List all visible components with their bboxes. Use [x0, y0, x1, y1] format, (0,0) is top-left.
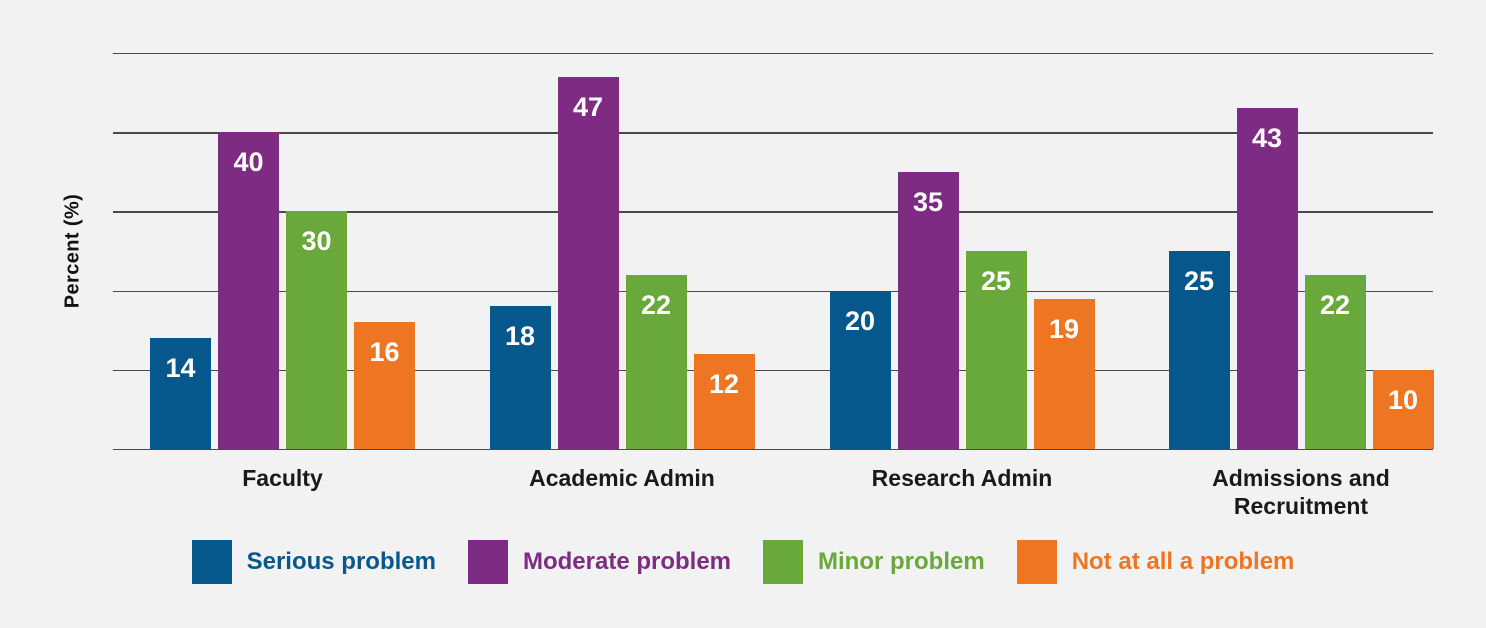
bar-minor-problem-admissions-and-recruitment: 22 [1304, 274, 1366, 449]
bar-group-faculty: 14 40 30 16 [150, 132, 415, 449]
legend-swatch-minor-problem [763, 540, 804, 584]
x-axis-category-label-academic-admin: Academic Admin [529, 465, 715, 491]
legend-label-not-at-all-a-problem: Not at all a problem [1071, 548, 1295, 575]
bar-value-label-minor-problem-faculty: 30 [301, 226, 332, 257]
bar-value-label-minor-problem-academic-admin: 22 [640, 289, 672, 320]
gridline-20 [113, 290, 1433, 292]
bar-moderate-problem-research-admin: 35 [897, 171, 959, 449]
bar-group-admissions-and-recruitment: 25 43 22 10 [1168, 108, 1434, 449]
plot-area: 14 40 30 16 Faculty 18 47 22 12 Academic Admin 20 3… [113, 53, 1434, 519]
bar-not-at-all-a-problem-research-admin: 19 [1033, 298, 1095, 449]
bar-value-label-moderate-problem-academic-admin: 47 [572, 91, 604, 122]
bar-value-label-serious-problem-research-admin: 20 [844, 305, 876, 336]
y-axis-label: Percent (%) [61, 193, 84, 309]
bar-serious-problem-research-admin: 20 [829, 290, 891, 449]
legend: Serious problem Moderate problem Minor pro… [0, 540, 1486, 584]
bar-minor-problem-faculty: 30 [286, 211, 347, 449]
legend-item-not-at-all-a-problem: Not at all a problem [1016, 540, 1295, 584]
bar-value-label-not-at-all-a-problem-faculty: 16 [369, 337, 400, 368]
bar-value-label-not-at-all-a-problem-academic-admin: 12 [708, 368, 740, 399]
bar-value-label-not-at-all-a-problem-admissions-and-recruitment: 10 [1387, 384, 1419, 415]
gridline-30 [113, 211, 1433, 213]
x-axis-category-label-research-admin: Research Admin [871, 465, 1053, 491]
legend-swatch-moderate-problem [467, 540, 508, 584]
bar-moderate-problem-faculty: 40 [218, 132, 279, 449]
legend-swatch-not-at-all-a-problem [1016, 540, 1057, 584]
bar-value-label-not-at-all-a-problem-research-admin: 19 [1048, 313, 1080, 344]
bar-group-academic-admin: 18 47 22 12 [489, 76, 755, 449]
legend-label-minor-problem: Minor problem [818, 548, 985, 575]
legend-swatch-serious-problem [191, 540, 232, 584]
bar-moderate-problem-admissions-and-recruitment: 43 [1236, 108, 1298, 449]
bar-minor-problem-academic-admin: 22 [625, 274, 687, 449]
bar-serious-problem-admissions-and-recruitment: 25 [1168, 251, 1230, 449]
x-axis-category-label-admissions-and-recruitment: Admissions and Recruitment [1212, 465, 1390, 519]
legend-label-serious-problem: Serious problem [246, 548, 436, 575]
bar-value-label-minor-problem-research-admin: 25 [980, 266, 1012, 296]
bar-value-label-serious-problem-academic-admin: 18 [504, 321, 536, 352]
legend-item-minor-problem: Minor problem [763, 540, 985, 584]
bar-group-research-admin: 20 35 25 19 [829, 171, 1095, 449]
bar-value-label-serious-problem-admissions-and-recruitment: 25 [1183, 266, 1215, 296]
gridline-40 [113, 132, 1433, 134]
bar-value-label-minor-problem-admissions-and-recruitment: 22 [1319, 289, 1351, 320]
legend-label-moderate-problem: Moderate problem [522, 548, 732, 575]
bar-not-at-all-a-problem-faculty: 16 [354, 322, 415, 449]
bar-moderate-problem-academic-admin: 47 [557, 76, 619, 449]
bar-not-at-all-a-problem-academic-admin: 12 [693, 353, 755, 449]
bar-value-label-moderate-problem-faculty: 40 [233, 147, 264, 178]
bar-value-label-moderate-problem-research-admin: 35 [912, 186, 944, 217]
bar-serious-problem-academic-admin: 18 [489, 306, 551, 449]
bar-not-at-all-a-problem-admissions-and-recruitment: 10 [1372, 369, 1434, 449]
legend-item-moderate-problem: Moderate problem [467, 540, 732, 584]
bar-value-label-moderate-problem-admissions-and-recruitment: 43 [1251, 123, 1283, 154]
bar-value-label-serious-problem-faculty: 14 [165, 353, 196, 384]
bar-serious-problem-faculty: 14 [150, 338, 211, 449]
x-axis-category-label-faculty: Faculty [242, 465, 323, 491]
gridline-0 [113, 449, 1433, 451]
bar-minor-problem-research-admin: 25 [965, 251, 1027, 449]
legend-item-serious-problem: Serious problem [191, 540, 436, 584]
gridline-50 [113, 53, 1433, 55]
gridline-10 [113, 369, 1433, 372]
